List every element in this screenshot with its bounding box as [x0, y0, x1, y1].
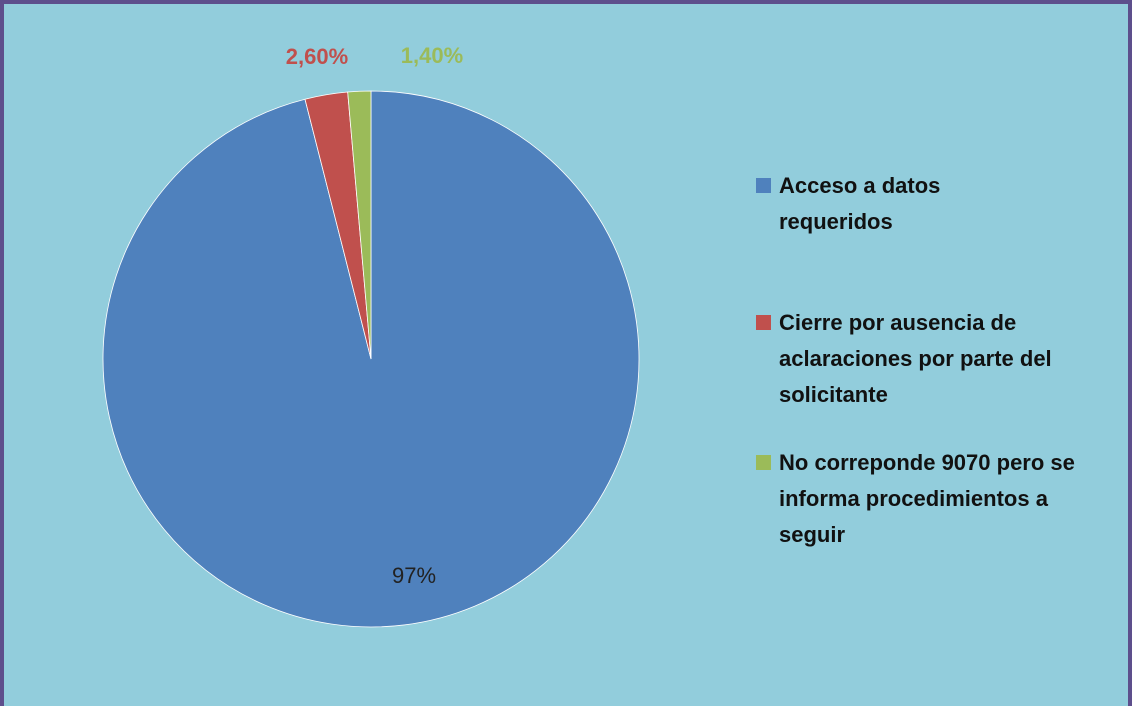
legend-label: Acceso a datos requeridos — [779, 173, 941, 234]
legend-swatch — [756, 315, 771, 330]
data-label: 2,60% — [286, 44, 348, 69]
legend-item: Cierre por ausencia de aclaraciones por … — [756, 305, 1079, 413]
legend-label: No correponde 9070 pero se informa proce… — [779, 450, 1075, 547]
pie-chart: 97% 2,60% 1,40% — [102, 43, 640, 628]
data-label: 97% — [392, 563, 436, 588]
legend-item: No correponde 9070 pero se informa proce… — [756, 445, 1079, 553]
legend-label: Cierre por ausencia de aclaraciones por … — [779, 310, 1052, 407]
legend-item: Acceso a datos requeridos — [756, 168, 979, 240]
pie-slice — [347, 90, 372, 360]
legend-swatch — [756, 178, 771, 193]
data-label: 1,40% — [401, 43, 463, 68]
legend-swatch — [756, 455, 771, 470]
